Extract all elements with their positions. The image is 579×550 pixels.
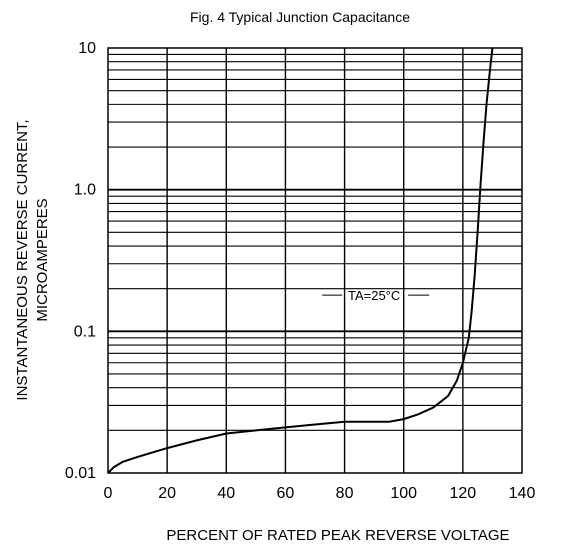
chart-title: Fig. 4 Typical Junction Capacitance <box>190 9 410 25</box>
x-axis-label: PERCENT OF RATED PEAK REVERSE VOLTAGE <box>166 527 509 544</box>
y-axis-label-line2: MICROAMPERES <box>34 198 51 321</box>
y-ticks: 0.01 0.1 1.0 10 <box>65 40 96 482</box>
x-tick-label: 40 <box>217 485 235 502</box>
series-line <box>107 47 494 474</box>
grid <box>108 48 522 473</box>
x-tick-label: 60 <box>277 485 295 502</box>
annotation: TA=25°C <box>322 288 430 303</box>
annotation-label: TA=25°C <box>348 288 400 303</box>
x-tick-label: 80 <box>336 485 354 502</box>
x-tick-label: 100 <box>390 485 417 502</box>
plot-frame <box>107 47 523 474</box>
x-tick-label: 140 <box>509 485 536 502</box>
y-tick-label: 0.01 <box>65 465 96 482</box>
x-tick-label: 0 <box>104 485 113 502</box>
x-tick-label: 120 <box>450 485 477 502</box>
y-tick-label: 10 <box>78 40 96 57</box>
y-tick-label: 0.1 <box>74 323 96 340</box>
y-axis-label-line1: INSTANTANEOUS REVERSE CURRENT, <box>14 119 31 400</box>
y-tick-label: 1.0 <box>74 182 96 199</box>
x-tick-label: 20 <box>158 485 176 502</box>
x-ticks: 0 20 40 60 80 100 120 140 <box>104 485 536 502</box>
